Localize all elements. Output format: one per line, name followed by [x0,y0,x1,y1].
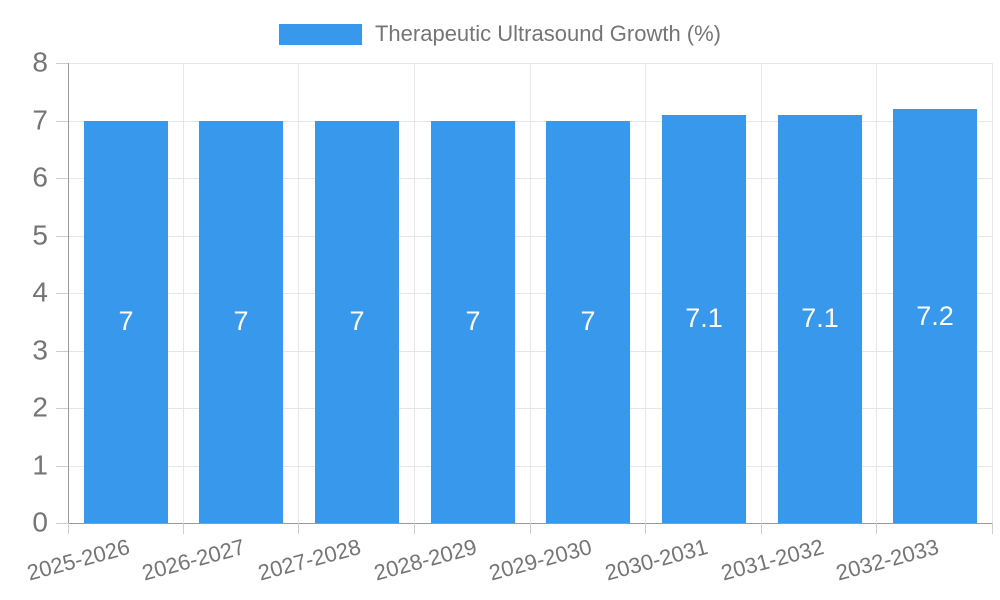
x-tick-label: 2032-2033 [833,534,942,586]
x-tick [761,523,762,534]
legend[interactable]: Therapeutic Ultrasound Growth (%) [0,21,1000,47]
bar[interactable]: 7.1 [662,114,746,523]
y-tick [56,120,68,122]
bar[interactable]: 7 [84,120,168,523]
x-tick [298,523,299,534]
x-tick-label: 2026-2027 [139,534,248,586]
bar-value-label: 7 [580,306,596,337]
bar[interactable]: 7 [431,120,515,523]
x-tick [530,523,531,534]
x-gridline [645,63,646,523]
x-tick-label: 2029-2030 [486,534,595,586]
y-tick-label: 0 [32,506,48,538]
bar-value-label: 7 [465,306,481,337]
y-tick [56,408,68,409]
bar-value-label: 7.1 [685,303,723,334]
y-axis-line [68,63,69,533]
y-tick [56,523,68,524]
y-tick [56,178,68,179]
bar[interactable]: 7.2 [893,109,977,523]
y-tick [56,350,68,352]
bar[interactable]: 7 [315,120,399,523]
x-gridline [876,63,877,523]
y-tick-label: 6 [32,161,48,193]
y-tick-label: 3 [32,333,48,365]
bar-value-label: 7 [118,306,134,337]
y-tick-label: 7 [32,103,48,135]
y-tick [56,465,68,467]
bar[interactable]: 7 [199,120,283,523]
x-gridline [298,63,299,523]
x-gridline [761,63,762,523]
x-tick [68,523,69,534]
bar[interactable]: 7 [546,120,630,523]
bar-value-label: 7 [349,306,365,337]
y-tick-label: 5 [32,218,48,250]
bar[interactable]: 7.1 [778,114,862,523]
plot-area: 0 1 2 3 4 5 6 7 8 7 2025-2026 7 2026-2027 7 2027-2028 7… [24,48,993,585]
x-gridline [530,63,531,523]
y-tick-label: 4 [32,276,48,308]
bar-value-label: 7.1 [801,303,839,334]
x-tick-label: 2025-2026 [24,534,133,586]
legend-label: Therapeutic Ultrasound Growth (%) [374,21,722,46]
y-tick [56,235,68,237]
x-gridline [992,63,993,523]
x-tick-label: 2030-2031 [602,534,711,586]
x-tick [876,523,877,534]
x-tick-label: 2027-2028 [255,534,364,586]
legend-swatch [278,23,362,45]
x-tick-label: 2028-2029 [371,534,480,586]
x-tick-label: 2031-2032 [718,534,827,586]
x-tick [992,523,993,534]
bar-value-label: 7.2 [916,300,954,331]
y-tick [56,293,68,294]
x-tick [414,523,415,534]
y-tick [56,63,68,64]
y-tick-label: 8 [32,46,48,78]
x-gridline [414,63,415,523]
y-tick-label: 2 [32,391,48,423]
x-tick [645,523,646,534]
y-tick-label: 1 [32,448,48,480]
x-tick [183,523,184,534]
bar-value-label: 7 [233,306,249,337]
x-gridline [183,63,184,523]
